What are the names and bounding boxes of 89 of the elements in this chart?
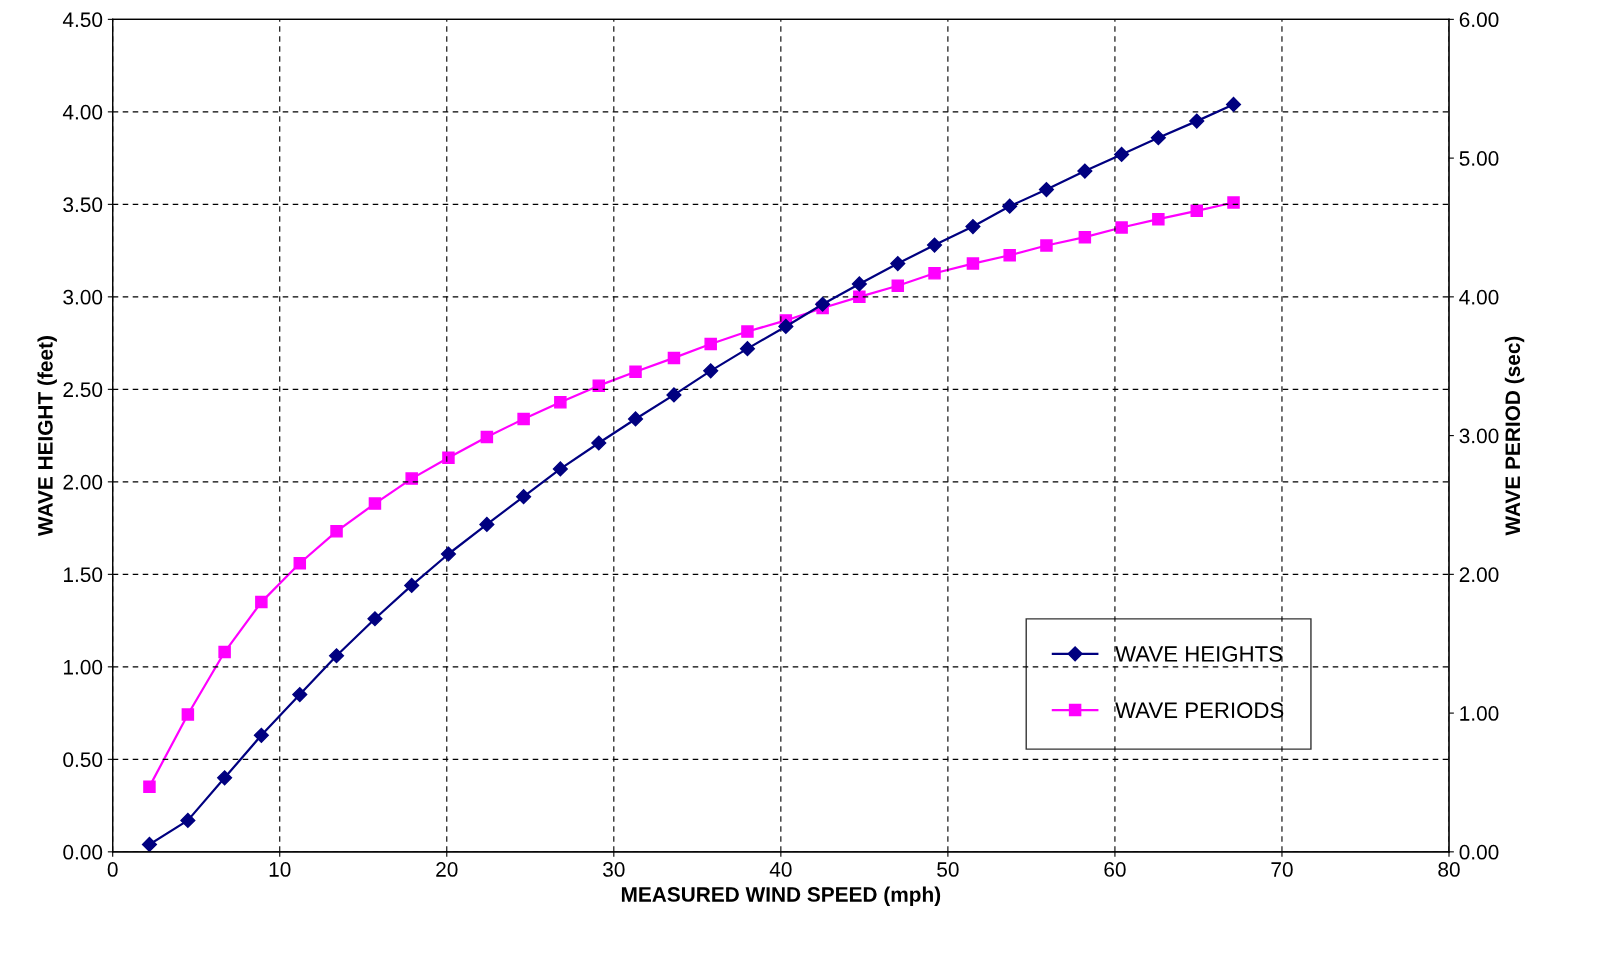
point	[627, 411, 644, 427]
point	[1114, 146, 1130, 162]
x-axis-title: MEASURED WIND SPEED (mph)	[621, 886, 941, 906]
y2-tick-label: 2.00	[1459, 567, 1499, 583]
y-tick-label: 1.00	[64, 659, 103, 675]
point	[815, 296, 831, 312]
point	[293, 556, 307, 570]
point	[1152, 212, 1165, 226]
point	[704, 337, 717, 351]
y2-tick-label: 6.00	[1459, 12, 1499, 28]
point	[552, 461, 568, 477]
point	[739, 341, 756, 357]
point	[666, 387, 682, 403]
point	[667, 351, 681, 365]
point	[1040, 239, 1053, 252]
point	[890, 255, 906, 272]
y-tick-label: 3.00	[63, 289, 103, 305]
point	[517, 412, 530, 426]
point	[966, 257, 980, 270]
point	[181, 708, 195, 721]
y-tick-label: 1.50	[64, 567, 103, 583]
y2-axis-title: WAVE PERIOD (sec)	[1504, 336, 1525, 536]
point	[368, 497, 382, 510]
legend-label: WAVE HEIGHTS	[1115, 646, 1282, 662]
y-tick-label: 2.50	[63, 382, 103, 398]
x-tick-label: 20	[436, 862, 458, 877]
y-axis-title: WAVE HEIGHT (feet)	[37, 336, 57, 537]
x-tick-label: 40	[769, 862, 792, 877]
point	[255, 595, 268, 609]
y2-tick-label: 3.00	[1459, 428, 1499, 444]
x-tick-label: 60	[1104, 862, 1126, 877]
point	[1190, 204, 1204, 218]
x-tick-label: 80	[1438, 862, 1460, 877]
point	[629, 365, 642, 379]
y-tick-label: 4.50	[62, 12, 103, 28]
point	[1003, 248, 1016, 262]
y-tick-label: 4.00	[62, 104, 103, 120]
point	[851, 276, 867, 292]
point	[891, 279, 905, 293]
point	[1189, 113, 1205, 129]
point	[1002, 198, 1018, 214]
point	[253, 727, 269, 743]
point	[405, 472, 418, 485]
y2-tick-label: 1.00	[1460, 706, 1499, 721]
point	[440, 546, 457, 562]
legend-label: WAVE PERIODS	[1115, 702, 1284, 719]
point	[442, 451, 455, 465]
x-tick-label: 70	[1271, 862, 1293, 877]
y2-tick-label: 4.00	[1459, 289, 1499, 305]
point	[965, 218, 981, 235]
y2-tick-label: 0.00	[1459, 844, 1499, 860]
point	[1115, 221, 1128, 234]
x-tick-label: 30	[603, 862, 625, 877]
point	[328, 648, 345, 664]
point	[480, 430, 494, 444]
point	[292, 687, 308, 703]
x-tick-label: 0	[107, 862, 118, 877]
y-tick-label: 0.50	[63, 752, 103, 768]
point	[330, 525, 343, 538]
point	[853, 290, 866, 304]
point	[217, 770, 233, 786]
point	[1038, 181, 1055, 198]
point	[1150, 130, 1166, 146]
point	[143, 780, 156, 793]
point	[778, 318, 794, 335]
y2-tick-label: 5.00	[1459, 151, 1499, 166]
y-tick-label: 3.50	[63, 197, 103, 213]
y-tick-label: 0.00	[63, 844, 103, 860]
y-tick-label: 2.00	[63, 474, 103, 490]
point	[592, 379, 606, 392]
point	[591, 435, 607, 451]
point	[703, 363, 719, 379]
point	[479, 516, 495, 532]
x-tick-label: 50	[937, 862, 959, 877]
point	[926, 237, 943, 253]
point	[928, 267, 941, 280]
point	[1078, 230, 1092, 244]
point	[141, 836, 158, 852]
point	[1225, 96, 1242, 113]
point	[404, 577, 420, 594]
point	[554, 396, 567, 409]
x-tick-label: 10	[269, 862, 291, 877]
point	[218, 645, 231, 659]
point	[516, 489, 532, 505]
point	[1077, 163, 1093, 179]
point	[367, 611, 383, 627]
point	[180, 812, 196, 828]
point	[1227, 196, 1240, 209]
point	[741, 325, 754, 338]
